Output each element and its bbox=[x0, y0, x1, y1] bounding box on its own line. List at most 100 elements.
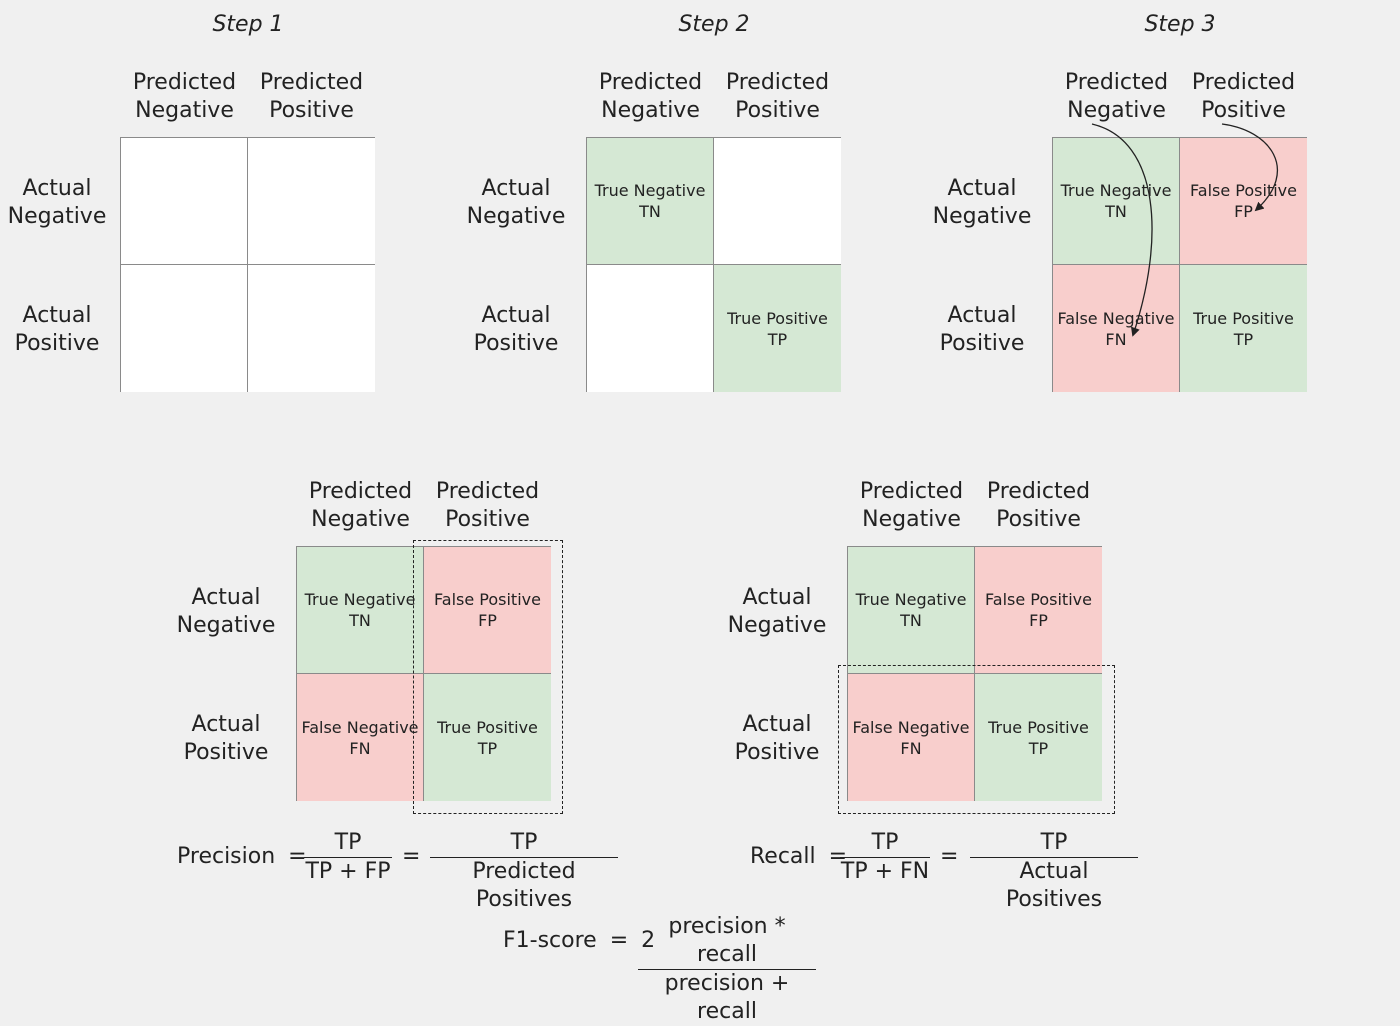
label-line-2: Negative bbox=[7, 204, 107, 229]
confusion-grid: True Negative TN True Positive TP bbox=[586, 137, 841, 392]
cell-name: False Positive bbox=[985, 590, 1092, 609]
header-line-1: Predicted bbox=[986, 479, 1091, 504]
false-negative-cell: False Negative FN bbox=[297, 674, 424, 801]
fraction: precision * recall precision + recall bbox=[638, 913, 816, 1026]
actual-positive-label: Actual Positive bbox=[0, 302, 117, 358]
true-negative-cell: True Negative TN bbox=[587, 138, 714, 265]
header-line-1: Predicted bbox=[725, 70, 830, 95]
header-line-1: Predicted bbox=[435, 479, 540, 504]
denominator: precision + recall bbox=[664, 971, 790, 1024]
false-positive-cell: False Positive FP bbox=[975, 547, 1102, 674]
predicted-positive-header: Predicted Positive bbox=[714, 69, 841, 125]
label-line-1: Actual bbox=[22, 176, 92, 201]
confusion-grid: True Negative TN False Positive FP False… bbox=[296, 546, 551, 801]
actual-negative-label: Actual Negative bbox=[717, 584, 837, 640]
empty-cell bbox=[121, 138, 248, 265]
numerator: precision * recall bbox=[638, 913, 816, 970]
header-line-2: Negative bbox=[862, 507, 961, 532]
actual-positives-highlight bbox=[838, 665, 1115, 814]
denominator: Actual Positives bbox=[1005, 859, 1103, 912]
true-positive-cell: True Positive TP bbox=[1180, 265, 1307, 392]
step-2-title: Step 2 bbox=[678, 12, 750, 37]
label-line-1: Actual bbox=[481, 303, 551, 328]
true-negative-cell: True Negative TN bbox=[1053, 138, 1180, 265]
equals-sign: = bbox=[828, 844, 848, 869]
confusion-grid: True Negative TN False Positive FP False… bbox=[847, 546, 1102, 801]
predicted-negative-header: Predicted Negative bbox=[1053, 69, 1180, 125]
label-line-1: Actual bbox=[742, 585, 812, 610]
predicted-negative-header: Predicted Negative bbox=[587, 69, 714, 125]
true-positive-cell: True Positive TP bbox=[424, 674, 551, 801]
numerator: TP bbox=[304, 829, 392, 858]
header-line-1: Predicted bbox=[1191, 70, 1296, 95]
predicted-negative-header: Predicted Negative bbox=[297, 478, 424, 534]
denominator: TP + FP bbox=[305, 859, 391, 884]
true-negative-cell: True Negative TN bbox=[848, 547, 975, 674]
label-line-1: Actual bbox=[191, 585, 261, 610]
numerator: TP bbox=[430, 829, 618, 858]
empty-cell bbox=[248, 138, 375, 265]
predicted-positive-header: Predicted Positive bbox=[248, 69, 375, 125]
actual-positive-label: Actual Positive bbox=[456, 302, 576, 358]
step-3-title: Step 3 bbox=[1144, 12, 1216, 37]
actual-negative-label: Actual Negative bbox=[456, 175, 576, 231]
cell-name: False Positive bbox=[1190, 181, 1297, 200]
header-line-1: Predicted bbox=[132, 70, 237, 95]
header-line-1: Predicted bbox=[259, 70, 364, 95]
cell-name: False Negative bbox=[852, 717, 970, 737]
label-line-2: Positive bbox=[183, 740, 269, 765]
formula-label: Precision bbox=[177, 844, 276, 869]
header-line-2: Negative bbox=[311, 507, 410, 532]
true-positive-cell: True Positive TP bbox=[975, 674, 1102, 801]
label-line-2: Negative bbox=[466, 204, 566, 229]
header-line-2: Positive bbox=[445, 507, 530, 532]
fraction: TP Actual Positives bbox=[970, 829, 1138, 914]
predicted-positive-header: Predicted Positive bbox=[975, 478, 1102, 534]
header-line-2: Negative bbox=[601, 98, 700, 123]
cell-abbr: TN bbox=[349, 611, 371, 630]
cell-abbr: TN bbox=[1105, 202, 1127, 221]
cell-abbr: TP bbox=[1028, 738, 1049, 758]
label-line-2: Negative bbox=[176, 613, 276, 638]
cell-abbr: FP bbox=[478, 611, 497, 630]
predicted-negative-header: Predicted Negative bbox=[848, 478, 975, 534]
fraction: TP TP + FP bbox=[304, 829, 392, 886]
header-line-1: Predicted bbox=[308, 479, 413, 504]
cell-abbr: FN bbox=[900, 738, 922, 758]
label-line-1: Actual bbox=[947, 176, 1017, 201]
coefficient: 2 bbox=[641, 928, 656, 953]
label-line-2: Positive bbox=[14, 331, 100, 356]
label-line-2: Positive bbox=[734, 740, 820, 765]
equals-sign: = bbox=[940, 844, 959, 869]
true-positive-cell: True Positive TP bbox=[714, 265, 841, 392]
numerator: TP bbox=[970, 829, 1138, 858]
equals-sign: = bbox=[402, 844, 421, 869]
fraction: TP TP + FN bbox=[840, 829, 930, 886]
fraction: TP Predicted Positives bbox=[430, 829, 618, 914]
predicted-positive-header: Predicted Positive bbox=[424, 478, 551, 534]
actual-negative-label: Actual Negative bbox=[922, 175, 1042, 231]
numerator: TP bbox=[840, 829, 930, 858]
actual-positive-label: Actual Positive bbox=[922, 302, 1042, 358]
equals-sign: = bbox=[288, 844, 307, 869]
header-line-2: Positive bbox=[996, 507, 1081, 532]
predicted-negative-header: Predicted Negative bbox=[121, 69, 248, 125]
cell-name: True Negative bbox=[594, 181, 706, 200]
header-line-1: Predicted bbox=[859, 479, 964, 504]
actual-negative-label: Actual Negative bbox=[0, 175, 117, 231]
cell-abbr: FN bbox=[349, 738, 371, 758]
cell-name: True Negative bbox=[1060, 181, 1172, 200]
label-line-1: Actual bbox=[191, 712, 261, 737]
predicted-positives-highlight bbox=[413, 540, 563, 814]
cell-name: True Positive bbox=[1193, 308, 1294, 328]
label-line-2: Negative bbox=[727, 613, 827, 638]
cell-abbr: TN bbox=[900, 611, 922, 630]
step-1-title: Step 1 bbox=[212, 12, 284, 37]
cell-name: True Negative bbox=[855, 590, 967, 609]
cell-abbr: TN bbox=[639, 202, 661, 221]
false-positive-cell: False Positive FP bbox=[424, 547, 551, 674]
cell-name: True Positive bbox=[437, 717, 538, 737]
false-positive-cell: False Positive FP bbox=[1180, 138, 1307, 265]
false-negative-cell: False Negative FN bbox=[848, 674, 975, 801]
header-line-1: Predicted bbox=[598, 70, 703, 95]
